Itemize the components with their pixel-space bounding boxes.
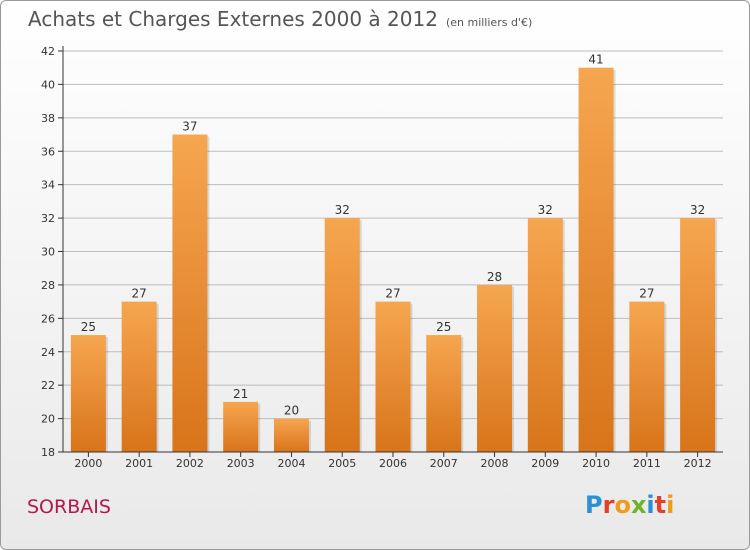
x-tick-label: 2007	[430, 457, 458, 470]
bar	[578, 67, 614, 452]
y-tick-label: 18	[41, 446, 55, 459]
y-tick-label: 24	[41, 346, 55, 359]
bar-value-label: 32	[538, 203, 553, 217]
logo-letter: x	[630, 491, 647, 519]
bar	[172, 134, 208, 452]
bar-value-label: 27	[639, 287, 654, 301]
bar-value-label: 27	[385, 287, 400, 301]
bar	[477, 284, 513, 452]
y-tick-label: 28	[41, 279, 55, 292]
bar	[680, 218, 716, 452]
bar-value-label: 32	[335, 203, 350, 217]
y-tick-label: 34	[41, 179, 55, 192]
bar	[223, 401, 259, 452]
logo-letter: o	[614, 491, 631, 519]
bar-value-label: 28	[487, 270, 502, 284]
bar	[375, 301, 411, 452]
y-tick-label: 20	[41, 413, 55, 426]
bar-value-label: 27	[132, 287, 147, 301]
commune-name: SORBAIS	[27, 496, 111, 518]
x-tick-label: 2001	[125, 457, 153, 470]
bar-value-label: 41	[588, 53, 603, 67]
proxiti-logo: Proxiti	[585, 491, 674, 519]
chart-title-text: Achats et Charges Externes 2000 à 2012	[28, 7, 438, 31]
bar	[324, 218, 360, 452]
bar-value-label: 32	[690, 203, 705, 217]
x-tick-label: 2008	[481, 457, 509, 470]
bar-value-label: 37	[182, 120, 197, 134]
y-tick-label: 22	[41, 379, 55, 392]
x-tick-label: 2002	[176, 457, 204, 470]
chart-title: Achats et Charges Externes 2000 à 2012 (e…	[28, 7, 532, 31]
y-tick-label: 36	[41, 145, 55, 158]
logo-letter: r	[602, 491, 615, 519]
bar-value-label: 25	[81, 320, 96, 334]
x-tick-label: 2003	[227, 457, 255, 470]
x-tick-label: 2004	[277, 457, 305, 470]
x-tick-label: 2011	[633, 457, 661, 470]
x-tick-label: 2005	[328, 457, 356, 470]
x-tick-label: 2006	[379, 457, 407, 470]
bar	[426, 335, 462, 452]
bar	[273, 418, 309, 452]
y-tick-label: 32	[41, 212, 55, 225]
logo-letter: i	[666, 491, 675, 519]
bar	[121, 301, 157, 452]
x-tick-label: 2012	[684, 457, 712, 470]
bar-value-label: 21	[233, 387, 248, 401]
logo-letter: i	[646, 491, 655, 519]
bar-value-label: 20	[284, 404, 299, 418]
y-tick-label: 30	[41, 246, 55, 259]
axes: 18 20 22 24 26 28 30 32 34 36 38 40 42 2000 2001 2002 20…	[41, 45, 723, 470]
x-tick-label: 2010	[582, 457, 610, 470]
bar	[527, 218, 563, 452]
x-tick-label: 2009	[531, 457, 559, 470]
y-tick-label: 26	[41, 312, 55, 325]
bar-value-label: 25	[436, 320, 451, 334]
bars: 25 27 37 21 20 32 27 25 28 32 41 27 32	[70, 53, 718, 452]
y-tick-label: 42	[41, 45, 55, 58]
logo-letter: P	[585, 491, 603, 519]
chart-subtitle: (en milliers d'€)	[445, 16, 533, 29]
logo-letter: t	[654, 491, 667, 519]
x-tick-label: 2000	[74, 457, 102, 470]
y-tick-label: 40	[41, 78, 55, 91]
bar	[70, 335, 106, 452]
y-tick-label: 38	[41, 112, 55, 125]
bar	[629, 301, 665, 452]
